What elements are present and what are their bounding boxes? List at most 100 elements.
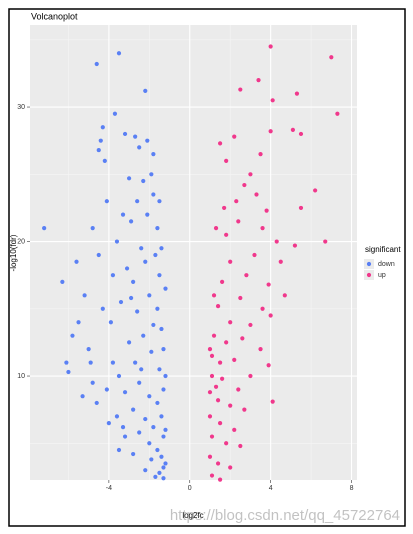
point (147, 394, 152, 399)
point (141, 178, 146, 184)
point (137, 380, 142, 385)
point (74, 259, 79, 264)
y-axis-label: -log10(fdr) (9, 234, 18, 271)
x-axis-label: log2fc (182, 511, 203, 520)
point (242, 407, 247, 412)
point (313, 188, 318, 193)
point (207, 454, 213, 459)
point (211, 293, 217, 298)
point (224, 340, 229, 345)
point (215, 461, 221, 466)
point (242, 182, 247, 188)
point (161, 434, 166, 439)
point (120, 212, 126, 217)
point (133, 134, 138, 139)
point (240, 336, 245, 341)
point (282, 293, 287, 298)
legend-swatch (366, 272, 372, 278)
point (145, 212, 150, 217)
point (163, 461, 168, 466)
point (228, 320, 233, 325)
point (151, 152, 156, 157)
point (80, 394, 85, 399)
point (155, 306, 160, 311)
y-tick-label: 10 (17, 373, 25, 380)
point (96, 147, 101, 153)
chart-title: Volcanoplot (31, 11, 78, 21)
point (278, 259, 283, 264)
point (86, 347, 91, 352)
point (266, 363, 271, 368)
point (159, 246, 164, 251)
point (248, 373, 253, 379)
legend-label: up (378, 272, 386, 279)
point (149, 457, 154, 462)
point (298, 131, 304, 137)
point (131, 451, 136, 457)
point (274, 239, 279, 244)
point (238, 295, 243, 301)
point (228, 259, 233, 264)
point (143, 88, 148, 94)
point (236, 387, 241, 392)
point (209, 353, 215, 358)
point (106, 421, 111, 426)
point (151, 425, 156, 430)
point (122, 434, 128, 439)
point (110, 273, 116, 278)
point (104, 199, 109, 204)
point (60, 279, 65, 284)
point (252, 252, 257, 258)
point (143, 416, 148, 422)
point (70, 333, 75, 338)
point (147, 293, 152, 298)
point (129, 295, 134, 301)
x-tick-label: 4 (269, 485, 273, 492)
point (110, 360, 116, 365)
point (98, 138, 103, 143)
point (209, 473, 215, 478)
point (224, 158, 229, 163)
point (248, 172, 253, 177)
point (122, 390, 128, 395)
point (298, 205, 304, 211)
point (220, 376, 225, 381)
x-tick-label: 8 (350, 485, 354, 492)
point (248, 322, 253, 328)
point (228, 465, 233, 470)
point (256, 78, 261, 83)
point (209, 373, 215, 379)
point (161, 476, 166, 481)
point (135, 309, 140, 314)
point (159, 454, 164, 459)
point (116, 447, 122, 453)
point (124, 266, 130, 271)
point (209, 434, 215, 439)
point (90, 225, 95, 231)
point (122, 131, 128, 137)
legend-swatch (366, 261, 372, 267)
point (270, 399, 275, 404)
point (222, 205, 227, 211)
point (66, 369, 71, 375)
point (126, 340, 132, 345)
point (238, 87, 243, 92)
legend-label: down (378, 261, 395, 268)
point (236, 219, 241, 224)
point (145, 138, 150, 143)
point (163, 373, 168, 379)
point (114, 239, 120, 244)
point (268, 44, 273, 49)
point (268, 313, 273, 318)
point (335, 111, 340, 116)
point (207, 414, 213, 419)
point (207, 347, 213, 352)
point (141, 333, 146, 338)
point (254, 192, 259, 197)
y-tick-label: 20 (17, 238, 25, 245)
x-tick-label: 0 (188, 485, 192, 492)
y-tick-label: 30 (17, 104, 25, 111)
point (159, 326, 164, 332)
point (292, 243, 298, 248)
